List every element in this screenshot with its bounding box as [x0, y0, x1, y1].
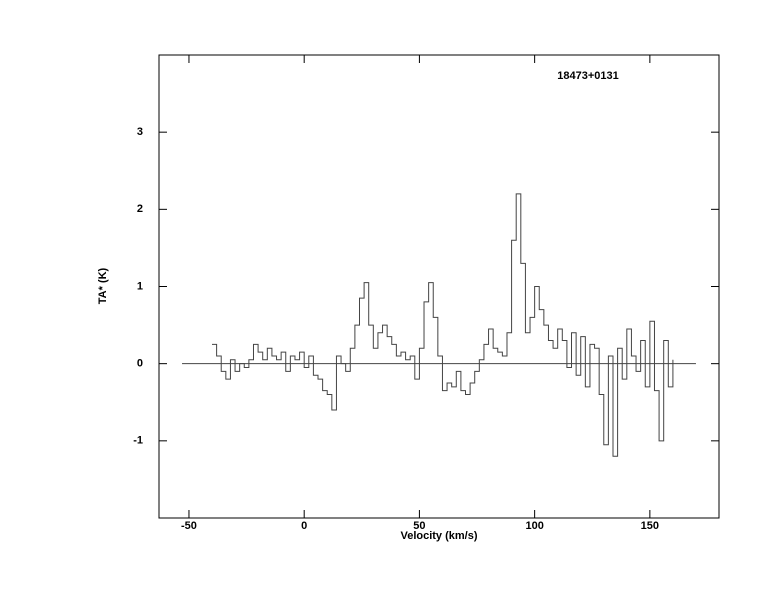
- x-tick-label: 0: [301, 520, 307, 532]
- x-tick-label: 150: [641, 520, 659, 532]
- y-tick-label: 2: [137, 203, 143, 215]
- x-axis-label: Velocity (km/s): [400, 530, 477, 542]
- y-tick-label: 1: [137, 280, 143, 292]
- y-axis-label: TA* (K): [97, 267, 109, 304]
- x-tick-label: -50: [181, 520, 197, 532]
- spectrum-line: [212, 193, 674, 457]
- chart-title: 18473+0131: [557, 70, 618, 82]
- x-tick-label: 50: [413, 520, 425, 532]
- plot-frame: [158, 54, 720, 519]
- y-tick-label: -1: [133, 435, 143, 447]
- y-tick-label: 3: [137, 126, 143, 138]
- x-tick-label: 100: [525, 520, 543, 532]
- y-tick-label: 0: [137, 358, 143, 370]
